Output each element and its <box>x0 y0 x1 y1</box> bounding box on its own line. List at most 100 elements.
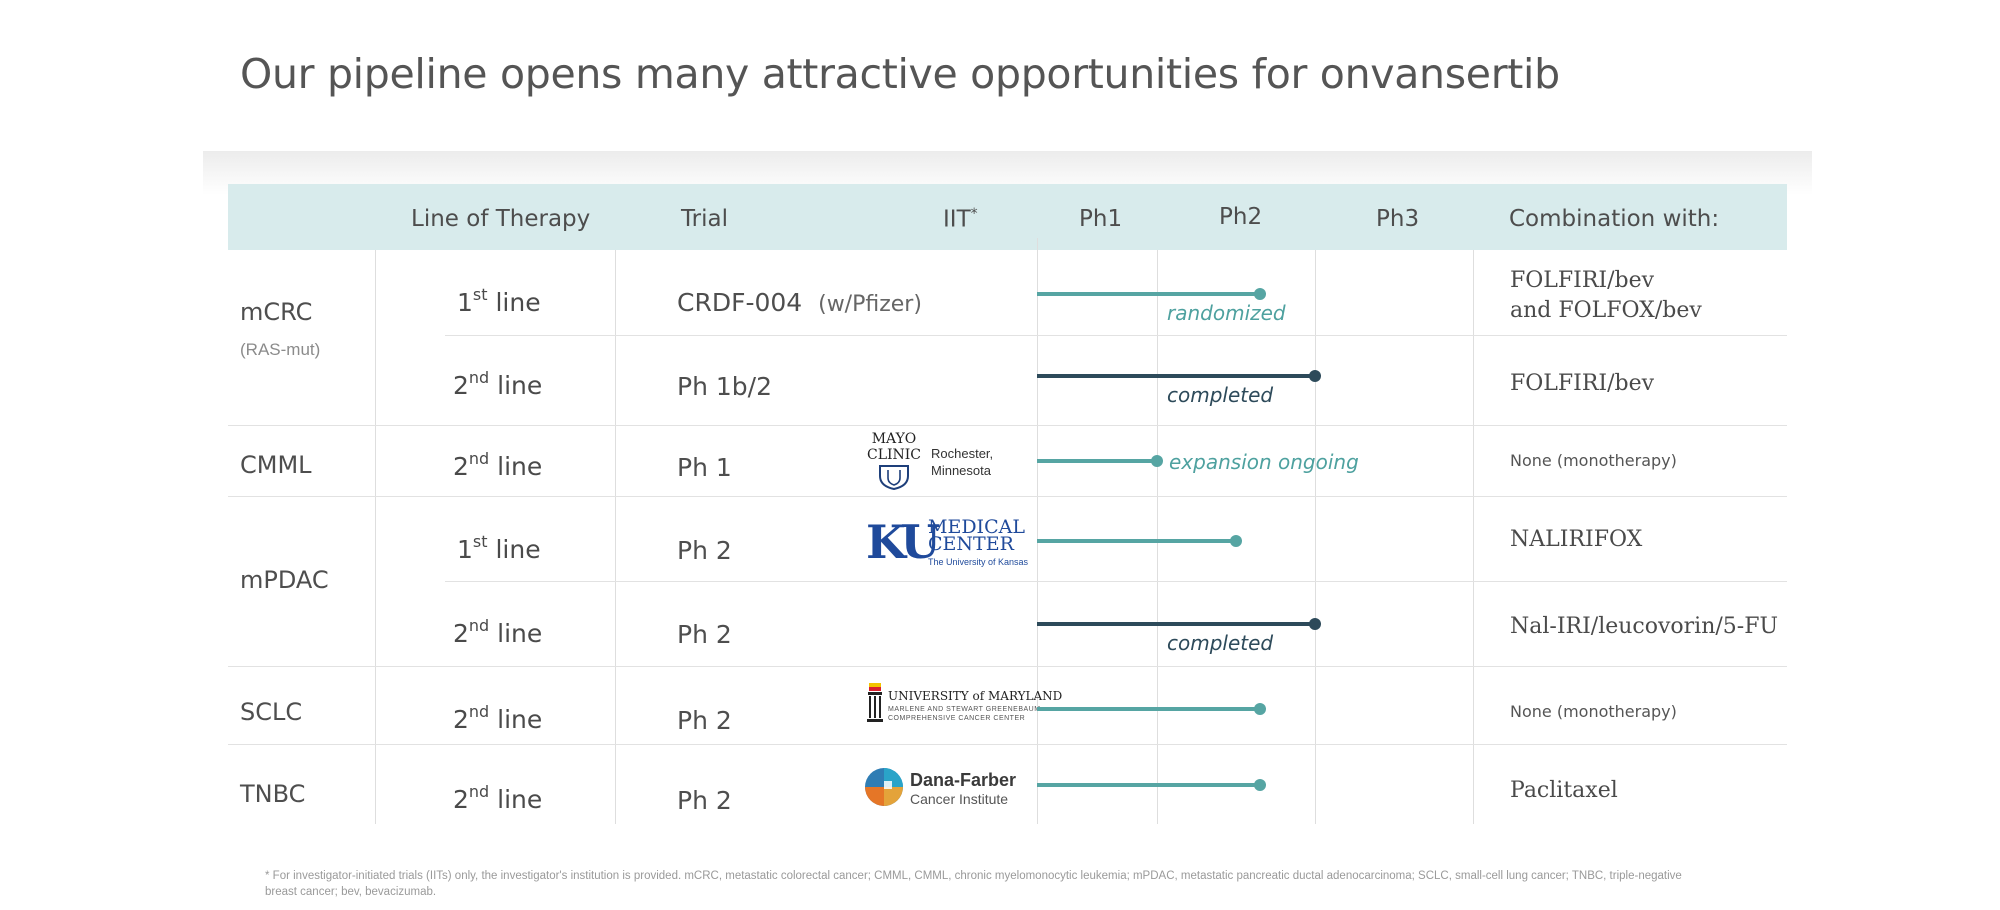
combination-text-2: and FOLFOX/bev <box>1510 298 1702 323</box>
progress-marker <box>1253 779 1266 791</box>
combination-text: Nal-IRI/leucovorin/5-FU <box>1510 614 1779 639</box>
header-ph3: Ph3 <box>1376 206 1420 232</box>
combination-text: Paclitaxel <box>1510 778 1618 803</box>
line-ordinal: nd <box>468 702 490 721</box>
dana-farber-emblem-icon <box>865 768 903 806</box>
indication-mcrc: mCRC <box>240 298 313 326</box>
mayo-state: Minnesota <box>931 463 991 478</box>
grid-line-h <box>228 666 1787 667</box>
mayo-city: Rochester, <box>931 446 994 461</box>
line-number: 2 <box>453 619 469 648</box>
line-of-therapy-cell: 2nd line <box>453 782 543 814</box>
progress-bar <box>1037 783 1260 787</box>
status-completed: completed <box>1167 383 1274 407</box>
line-number: 2 <box>453 371 469 400</box>
grid-line-h <box>445 581 1787 582</box>
line-word: line <box>495 288 541 317</box>
line-number: 2 <box>453 785 469 814</box>
line-word: line <box>497 371 543 400</box>
grid-line-v <box>1315 250 1316 824</box>
trial-name: CRDF-004 <box>677 288 803 317</box>
grid-line-v-header <box>1037 238 1038 250</box>
combination-text: NALIRIFOX <box>1510 527 1643 552</box>
header-ph1: Ph1 <box>1079 206 1123 232</box>
grid-line-h <box>228 496 1787 497</box>
line-word: line <box>497 705 543 734</box>
line-ordinal: nd <box>468 782 490 801</box>
line-of-therapy-cell: 2nd line <box>453 702 543 734</box>
umd-subtitle-1: MARLENE AND STEWART GREENEBAUM <box>888 706 1041 713</box>
ku-medical-word: MEDICAL <box>928 516 1025 538</box>
line-ordinal: nd <box>468 449 490 468</box>
combination-text: FOLFIRI/bev <box>1510 371 1655 396</box>
progress-marker <box>1151 455 1163 467</box>
progress-bar <box>1037 707 1260 711</box>
ku-university-name: The University of Kansas <box>928 557 1029 567</box>
line-ordinal: nd <box>468 368 490 387</box>
line-word: line <box>497 619 543 648</box>
line-number: 2 <box>453 705 469 734</box>
progress-bar <box>1037 292 1260 296</box>
indication-mcrc-subtype: (RAS-mut) <box>240 340 321 359</box>
indication-cmml: CMML <box>240 451 312 479</box>
trial-name: Ph 2 <box>677 536 732 565</box>
line-of-therapy-cell: 1st line <box>457 285 541 317</box>
progress-bar <box>1037 459 1157 463</box>
header-ph2: Ph2 <box>1219 204 1263 230</box>
ku-medical-center-text: MEDICAL CENTER <box>928 516 1025 554</box>
mayo-wordmark: MAYO CLINIC <box>866 431 922 463</box>
grid-line-h <box>228 425 1787 426</box>
status-expansion-ongoing: expansion ongoing <box>1169 450 1359 474</box>
line-number: 1 <box>457 535 473 564</box>
grid-line-h <box>445 335 1787 336</box>
grid-line-v <box>1473 250 1474 824</box>
header-iit: IIT* <box>943 206 978 233</box>
trial-partner-note: (w/Pfizer) <box>818 292 922 317</box>
mayo-shield-icon <box>879 465 909 490</box>
umd-name: UNIVERSITY of MARYLAND <box>888 689 1063 703</box>
mayo-clinic-logo: MAYO CLINIC Rochester, Minnesota <box>866 431 1026 491</box>
grid-line-h <box>228 744 1787 745</box>
line-ordinal: st <box>472 285 488 304</box>
trial-cell: CRDF-004 (w/Pfizer) <box>677 288 922 317</box>
umd-cancer-center-logo: UNIVERSITY of MARYLAND MARLENE AND STEWA… <box>866 681 1062 727</box>
ku-mark: KU <box>866 515 940 569</box>
combination-text: None (monotherapy) <box>1510 702 1677 721</box>
indication-sclc: SCLC <box>240 698 303 726</box>
progress-marker <box>1253 703 1266 715</box>
line-ordinal: nd <box>468 616 490 635</box>
grid-line-v <box>1037 250 1038 824</box>
line-word: line <box>495 535 541 564</box>
progress-marker <box>1230 535 1242 547</box>
page-title: Our pipeline opens many attractive oppor… <box>240 50 1560 98</box>
trial-name: Ph 2 <box>677 786 732 815</box>
combination-text: None (monotherapy) <box>1510 451 1677 470</box>
line-number: 2 <box>453 452 469 481</box>
header-line-of-therapy: Line of Therapy <box>411 206 591 232</box>
line-of-therapy-cell: 2nd line <box>453 368 543 400</box>
grid-line-v <box>615 250 616 824</box>
line-word: line <box>497 452 543 481</box>
umd-subtitle-2: COMPREHENSIVE CANCER CENTER <box>888 715 1026 722</box>
clinic-word: CLINIC <box>866 447 922 463</box>
dana-farber-logo: Dana-Farber Cancer Institute <box>864 766 1034 810</box>
mayo-location: Rochester, Minnesota <box>931 445 993 479</box>
combination-text: FOLFIRI/bev <box>1510 268 1655 293</box>
progress-bar <box>1037 374 1315 378</box>
trial-name: Ph 2 <box>677 706 732 735</box>
progress-marker <box>1309 370 1321 382</box>
header-iit-mark: * <box>970 206 978 222</box>
header-combination: Combination with: <box>1509 206 1720 232</box>
trial-name: Ph 1 <box>677 453 732 482</box>
footnote: * For investigator-initiated trials (IIT… <box>265 870 1682 898</box>
grid-line-v <box>1157 250 1158 824</box>
progress-bar <box>1037 539 1236 543</box>
line-word: line <box>497 785 543 814</box>
umd-column-icon <box>867 683 883 722</box>
header-trial: Trial <box>681 206 728 232</box>
progress-bar <box>1037 622 1315 626</box>
status-completed: completed <box>1167 631 1274 655</box>
grid-line-v <box>375 250 376 824</box>
status-randomized: randomized <box>1167 301 1286 325</box>
line-ordinal: st <box>472 532 488 551</box>
